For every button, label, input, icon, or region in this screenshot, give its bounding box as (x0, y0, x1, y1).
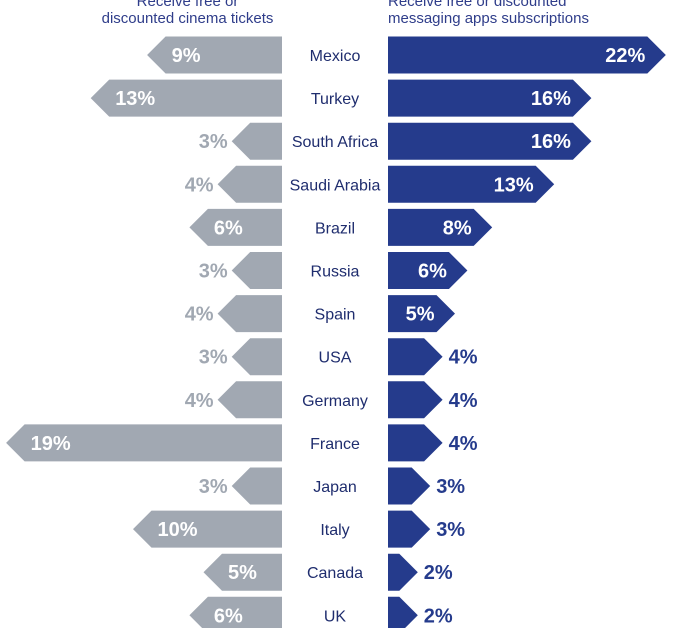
left-bar-mexico (147, 36, 282, 74)
left-bar-south-africa (231, 122, 282, 160)
right-bar-turkey (388, 79, 592, 117)
left-bar-france (6, 424, 282, 462)
right-bar-italy (388, 510, 431, 548)
country-label-germany: Germany (302, 393, 368, 410)
country-label-japan: Japan (313, 479, 357, 496)
left-bar-usa (231, 338, 282, 376)
country-label-france: France (310, 436, 360, 453)
left-bar-germany (217, 381, 282, 419)
country-label-russia: Russia (311, 264, 360, 281)
left-value-label-germany: 4% (185, 390, 214, 412)
left-value-label-france: 19% (31, 433, 71, 455)
right-series-header: Receive free or discounted messaging app… (388, 0, 628, 27)
right-value-label-south-africa: 16% (531, 131, 571, 153)
left-bar-brazil (189, 208, 282, 246)
left-bar-italy (133, 510, 282, 548)
right-value-label-usa: 4% (449, 347, 478, 369)
left-bar-japan (231, 467, 282, 505)
right-bar-saudi-arabia (388, 165, 555, 203)
right-bar-south-africa (388, 122, 592, 160)
right-bar-france (388, 424, 443, 462)
right-value-label-uk: 2% (424, 605, 453, 627)
left-value-label-spain: 4% (185, 304, 214, 326)
right-value-label-brazil: 8% (443, 217, 472, 239)
left-bar-spain (217, 295, 282, 333)
country-label-uk: UK (324, 608, 347, 625)
country-label-turkey: Turkey (311, 91, 359, 108)
country-label-italy: Italy (320, 522, 349, 539)
left-value-label-turkey: 13% (115, 88, 155, 110)
right-bar-russia (388, 252, 468, 289)
country-label-usa: USA (319, 350, 352, 367)
left-value-label-usa: 3% (199, 347, 228, 369)
left-bar-saudi-arabia (217, 165, 282, 203)
right-bar-spain (388, 295, 455, 333)
right-value-label-spain: 5% (406, 304, 435, 326)
right-value-label-france: 4% (449, 433, 478, 455)
right-value-label-mexico: 22% (605, 45, 645, 67)
left-bar-canada (203, 553, 282, 591)
right-value-label-russia: 6% (418, 261, 447, 283)
right-header-line1: Receive free or discounted (388, 0, 567, 10)
left-value-label-russia: 3% (199, 261, 228, 283)
right-bar-germany (388, 381, 443, 419)
country-label-canada: Canada (307, 565, 363, 582)
left-bar-turkey (90, 79, 282, 117)
left-value-label-brazil: 6% (214, 217, 243, 239)
right-bar-uk (388, 596, 418, 628)
right-bar-canada (388, 553, 418, 591)
right-value-label-japan: 3% (436, 476, 465, 498)
right-value-label-italy: 3% (436, 519, 465, 541)
right-value-label-canada: 2% (424, 562, 453, 584)
right-bar-usa (388, 338, 443, 376)
right-value-label-germany: 4% (449, 390, 478, 412)
right-header-line2: messaging apps subscriptions (388, 10, 589, 27)
country-label-saudi-arabia: Saudi Arabia (290, 177, 381, 194)
right-value-label-turkey: 16% (531, 88, 571, 110)
left-value-label-uk: 6% (214, 605, 243, 627)
right-bar-mexico (388, 36, 666, 74)
country-label-mexico: Mexico (310, 48, 361, 65)
left-bar-russia (231, 252, 282, 289)
country-label-brazil: Brazil (315, 220, 355, 237)
right-value-label-saudi-arabia: 13% (494, 174, 534, 196)
left-value-label-saudi-arabia: 4% (185, 174, 214, 196)
left-series-header: Receive free or discounted cinema ticket… (90, 0, 285, 27)
left-value-label-italy: 10% (158, 519, 198, 541)
left-header-line2: discounted cinema tickets (101, 10, 274, 27)
right-bar-brazil (388, 208, 493, 246)
left-value-label-south-africa: 3% (199, 131, 228, 153)
country-label-spain: Spain (315, 307, 356, 324)
left-value-label-japan: 3% (199, 476, 228, 498)
left-value-label-canada: 5% (228, 562, 257, 584)
left-bar-uk (189, 596, 282, 628)
left-value-label-mexico: 9% (172, 45, 201, 67)
left-header-line1: Receive free or (136, 0, 239, 10)
country-label-south-africa: South Africa (292, 134, 378, 151)
right-bar-japan (388, 467, 431, 505)
